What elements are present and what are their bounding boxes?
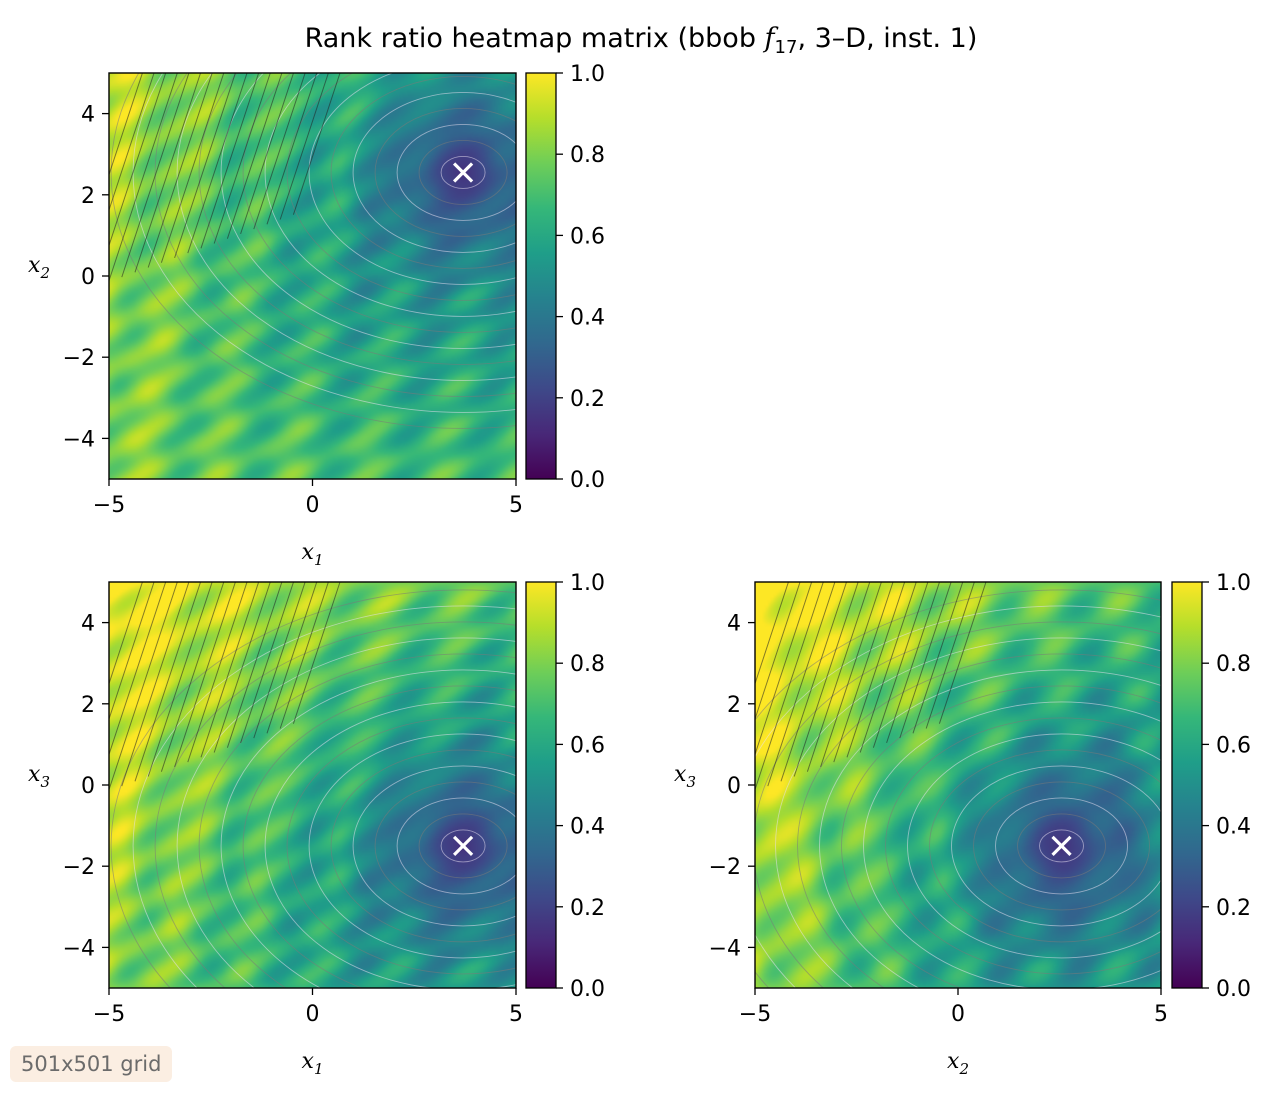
y-tick-label: 4 xyxy=(727,612,741,637)
heatmap-image xyxy=(109,582,516,988)
x-tick-label: 5 xyxy=(1154,1002,1168,1027)
colorbar-tick-label: 1.0 xyxy=(1216,571,1251,596)
x-tick-label: 0 xyxy=(306,493,320,518)
y-tick-label: 2 xyxy=(81,693,95,718)
grid-size-badge: 501x501 grid xyxy=(10,1046,173,1082)
y-tick-label: −4 xyxy=(709,936,741,961)
colorbar-tick-label: 1.0 xyxy=(570,62,605,87)
heatmap-panel-x1-x3: −5 0 5 −4 −2 0 2 4 x1 x3 0.0 0.2 0.4 0.6 0.8 1.0 xyxy=(28,571,605,1078)
colorbar-tick-label: 0.8 xyxy=(570,652,605,677)
contour-lines xyxy=(755,582,1161,988)
x-tick-label: 5 xyxy=(509,1002,523,1027)
x-tick-label: 0 xyxy=(951,1002,965,1027)
colorbar-tick-label: 0.2 xyxy=(1216,896,1251,921)
colorbar-tick-label: 0.8 xyxy=(1216,652,1251,677)
figure-title: Rank ratio heatmap matrix (bbob f17, 3–D… xyxy=(305,23,978,58)
y-tick-label: −2 xyxy=(63,346,95,371)
colorbar-tick-label: 0.0 xyxy=(570,468,605,493)
colorbar-gradient xyxy=(525,581,557,989)
colorbar-tick-label: 0.6 xyxy=(570,224,605,249)
colorbar-tick-label: 0.0 xyxy=(570,977,605,1002)
colorbar-tick-label: 0.8 xyxy=(570,143,605,168)
x-tick-label: −5 xyxy=(93,493,125,518)
colorbar-tick-label: 0.2 xyxy=(570,387,605,412)
colorbar-tick-label: 1.0 xyxy=(570,571,605,596)
colorbar-gradient xyxy=(525,72,557,480)
heatmap-image xyxy=(109,73,516,479)
y-tick-label: −4 xyxy=(63,936,95,961)
y-tick-label: 4 xyxy=(81,103,95,128)
colorbar-tick-label: 0.6 xyxy=(570,733,605,758)
heatmap-panel-x1-x2: −5 0 5 −4 −2 0 2 4 x1 x2 0.0 0.2 0.4 0.6 0.8 1.0 xyxy=(28,62,605,569)
colorbar-tick-label: 0.6 xyxy=(1216,733,1251,758)
y-tick-label: 0 xyxy=(727,774,741,799)
contour-lines xyxy=(109,73,516,429)
colorbar-tick-label: 0.2 xyxy=(570,896,605,921)
colorbar-tick-label: 0.0 xyxy=(1216,977,1251,1002)
colorbar: 0.0 0.2 0.4 0.6 0.8 1.0 xyxy=(525,62,605,493)
x-tick-label: −5 xyxy=(93,1002,125,1027)
x-tick-label: 5 xyxy=(509,493,523,518)
y-tick-label: 2 xyxy=(727,693,741,718)
x-tick-label: −5 xyxy=(739,1002,771,1027)
y-tick-label: −4 xyxy=(63,427,95,452)
heatmap-image xyxy=(755,582,1161,988)
optimum-marker xyxy=(1051,835,1072,857)
y-tick-label: 2 xyxy=(81,184,95,209)
colorbar: 0.0 0.2 0.4 0.6 0.8 1.0 xyxy=(1171,571,1251,1002)
contour-lines xyxy=(109,582,516,988)
y-axis-label: x2 xyxy=(28,253,50,282)
y-tick-label: 0 xyxy=(81,265,95,290)
y-tick-label: 0 xyxy=(81,774,95,799)
y-axis-label: x3 xyxy=(674,762,696,791)
colorbar-tick-label: 0.4 xyxy=(570,306,605,331)
heatmap-panel-x2-x3: −5 0 5 −4 −2 0 2 4 x2 x3 0.0 0.2 0.4 0.6 0.8 1.0 xyxy=(674,571,1251,1078)
optimum-marker xyxy=(452,835,474,857)
y-axis-label: x3 xyxy=(28,762,50,791)
x-axis-label: x2 xyxy=(947,1049,969,1078)
y-tick-label: 4 xyxy=(81,612,95,637)
colorbar-gradient xyxy=(1171,581,1203,989)
colorbar-tick-label: 0.4 xyxy=(1216,815,1251,840)
x-tick-label: 0 xyxy=(306,1002,320,1027)
y-tick-label: −2 xyxy=(709,855,741,880)
colorbar-tick-label: 0.4 xyxy=(570,815,605,840)
colorbar: 0.0 0.2 0.4 0.6 0.8 1.0 xyxy=(525,571,605,1002)
x-axis-label: x1 xyxy=(302,540,324,569)
optimum-marker xyxy=(452,162,474,183)
y-tick-label: −2 xyxy=(63,855,95,880)
x-axis-label: x1 xyxy=(302,1049,324,1078)
